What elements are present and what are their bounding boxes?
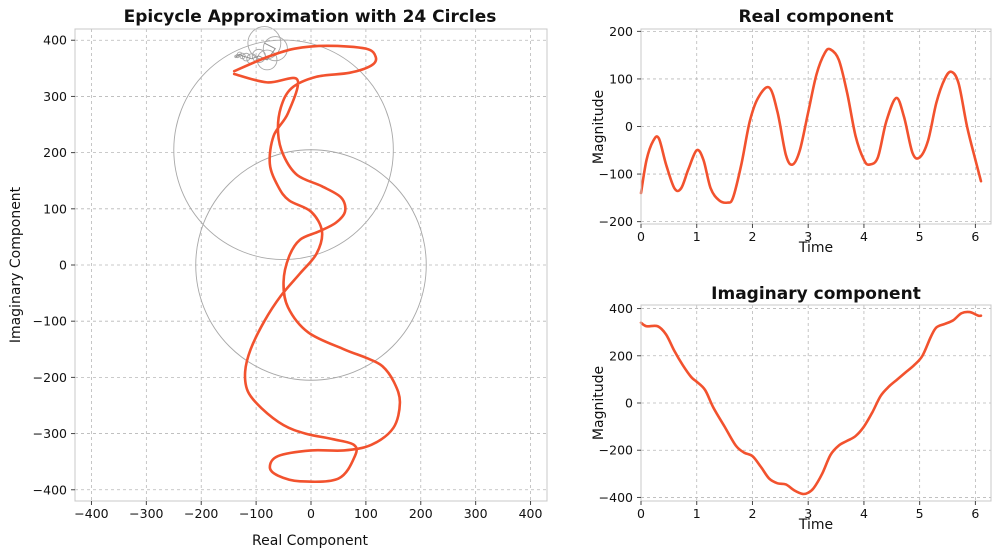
- epicycle-xtick-label-4: 0: [307, 506, 315, 521]
- real-panel: Real component 0 1 2 3 4 5 6 −200 −100 0 100 200 Ti…: [591, 7, 992, 256]
- epicycle-circle-5: [251, 48, 266, 64]
- real-ytick-label-2: 0: [625, 119, 633, 134]
- real-xtick-label-6: 6: [971, 229, 979, 244]
- real-title: Real component: [738, 7, 893, 27]
- imag-ytick-label-1: −200: [599, 443, 633, 458]
- imag-xtick-label-2: 2: [748, 506, 756, 521]
- epicycle-ytick-label-1: −300: [33, 426, 67, 441]
- epicycle-title: Epicycle Approximation with 24 Circles: [124, 7, 497, 27]
- real-ytick-label-4: 200: [609, 24, 633, 39]
- epicycle-xtick-label-5: 100: [354, 506, 378, 521]
- real-ylabel: Magnitude: [591, 90, 607, 164]
- real-ytick-label-0: −200: [599, 214, 633, 229]
- epicycle-xtick-label-6: 200: [409, 506, 433, 521]
- imag-ytick-label-4: 400: [609, 301, 633, 316]
- real-xtick-label-1: 1: [693, 229, 701, 244]
- epicycle-ytick-label-0: −400: [33, 482, 67, 497]
- imag-ytick-label-2: 0: [625, 396, 633, 411]
- imag-xlabel: Time: [798, 517, 833, 533]
- epicycle-ytick-label-4: 0: [59, 258, 67, 273]
- imag-series-line-0: [639, 310, 983, 496]
- real-xtick-label-2: 2: [748, 229, 756, 244]
- epicycle-xlabel: Real Component: [252, 533, 368, 549]
- epicycle-ytick-label-3: −100: [33, 314, 67, 329]
- epicycle-xtick-label-3: −100: [239, 506, 273, 521]
- imag-title: Imaginary component: [711, 284, 921, 304]
- epicycle-circle-1: [173, 39, 394, 261]
- imag-ytick-label-0: −400: [599, 490, 633, 505]
- epicycle-circle-10: [235, 53, 240, 59]
- epicycle-xtick-label-0: −400: [74, 506, 108, 521]
- epicycle-xtick-label-2: −200: [184, 506, 218, 521]
- epicycle-ytick-label-6: 200: [43, 145, 67, 160]
- epicycle-circle-7: [241, 52, 251, 62]
- imag-xtick-label-3: 3: [804, 506, 812, 521]
- imag-xtick-label-4: 4: [860, 506, 868, 521]
- real-xtick-label-4: 4: [860, 229, 868, 244]
- imag-xtick-label-1: 1: [693, 506, 701, 521]
- epicycle-ytick-label-2: −200: [33, 370, 67, 385]
- epicycle-circle-8: [239, 52, 246, 60]
- real-xlabel: Time: [798, 240, 833, 256]
- real-ytick-label-3: 100: [609, 71, 633, 86]
- imag-xtick-label-0: 0: [637, 506, 645, 521]
- epicycle-circle-3: [262, 36, 288, 62]
- epicycle-circle-0: [195, 149, 427, 381]
- imag-ylabel: Magnitude: [591, 366, 607, 440]
- real-xtick-label-0: 0: [637, 229, 645, 244]
- imag-ytick-label-3: 200: [609, 348, 633, 363]
- epicycle-ylabel: Imaginary Component: [8, 186, 24, 343]
- imag-panel: Imaginary component 0 1 2 3 4 5 6 −400 −200 0 200 4…: [591, 284, 992, 533]
- epicycle-xtick-label-7: 300: [464, 506, 488, 521]
- real-series-line-0: [639, 47, 983, 205]
- epicycle-ytick-label-7: 300: [43, 89, 67, 104]
- real-xtick-label-5: 5: [916, 229, 924, 244]
- epicycle-series-line-0: [232, 44, 402, 484]
- real-xtick-label-3: 3: [804, 229, 812, 244]
- imag-xtick-label-5: 5: [916, 506, 924, 521]
- epicycle-panel: Epicycle Approximation with 24 Circles −…: [8, 7, 548, 549]
- imag-xtick-label-6: 6: [971, 506, 979, 521]
- epicycle-xtick-label-1: −300: [129, 506, 163, 521]
- real-ytick-label-1: −100: [599, 167, 633, 182]
- epicycle-ytick-label-5: 100: [43, 201, 67, 216]
- epicycle-xtick-label-8: 400: [519, 506, 543, 521]
- epicycle-ytick-label-8: 400: [43, 33, 67, 48]
